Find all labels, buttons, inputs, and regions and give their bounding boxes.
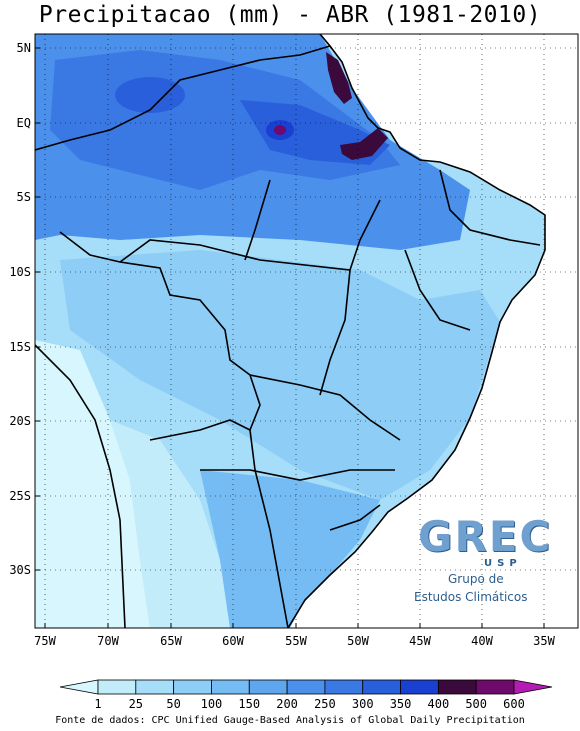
lon-label: 50W [347,634,369,648]
colorbar-swatch [437,679,477,695]
precip-max-coast-north [326,52,352,104]
border-andes [35,344,126,628]
colorbar-level-label: 600 [503,697,525,711]
colorbar-level-label: 100 [201,697,223,711]
lon-label: 70W [97,634,119,648]
colorbar-swatch [97,679,137,695]
precip-max-coast-para [340,128,388,160]
logo-line1: Grupo de [448,572,504,586]
border-interior-5 [404,249,471,331]
grec-logo: GREC USP Grupo de Estudos Climáticos [412,512,562,612]
colorbar-swatch [286,679,326,695]
lon-label: 45W [409,634,431,648]
axis-ticks [35,47,545,628]
border-interior-4 [319,269,351,396]
logo-letters: GREC [418,512,553,561]
lat-label: 25S [9,489,31,503]
colorbar-swatch [211,679,250,695]
colorbar-level-label: 50 [166,697,180,711]
precip-cell-west [115,77,185,113]
border-brazil-west [59,231,289,628]
border-interior-3 [244,179,271,261]
lat-label: 5N [17,41,31,55]
lat-label: 5S [17,190,31,204]
political-borders [35,34,546,628]
colorbar-swatch [475,679,515,695]
border-interior-2 [249,374,401,441]
colorbar-swatch [400,679,439,695]
colorbar-swatch [324,679,364,695]
colorbar-level-label: 150 [238,697,260,711]
colorbar-level-label: 200 [276,697,298,711]
colorbar-level-label: 1 [94,697,101,711]
precipitation-map: 5N EQ 5S 10S 15S 20S 25S 30S 75W 70W 65W… [9,33,579,648]
grid-lines [35,34,578,628]
lat-label: 20S [9,414,31,428]
map-title: Precipitacao (mm) - ABR (1981-2010) [38,2,542,28]
lat-label: 10S [9,265,31,279]
colorbar-swatch [173,679,212,695]
logo-usp: USP [484,558,522,569]
border-interior-7 [329,504,381,531]
precip-zone-southeast [200,470,380,628]
colorbar-level-label: 400 [428,697,450,711]
border-interior-8 [149,419,251,441]
lon-label: 55W [285,634,307,648]
precip-zone-moderate-center [60,250,500,500]
colorbar: 1 25 50 100 150 200 250 300 350 400 500 600 [59,679,553,711]
colorbar-level-label: 25 [129,697,143,711]
colorbar-level-label: 500 [465,697,487,711]
lon-label: 35W [533,634,555,648]
border-interior-9 [439,169,541,246]
colorbar-level-label: 350 [390,697,412,711]
colorbar-swatch [135,679,175,695]
lat-label: 30S [9,563,31,577]
logo-line2: Estudos Climáticos [414,590,528,604]
lon-label: 65W [160,634,182,648]
lon-label: 40W [471,634,493,648]
lat-label: 15S [9,340,31,354]
coastline [287,34,546,628]
lon-label: 60W [222,634,244,648]
precip-peak-amapa [274,125,286,135]
border-interior-1 [119,199,381,271]
precip-zone-light [110,420,230,628]
colorbar-swatch [248,679,288,695]
lat-label: EQ [17,116,31,130]
border-north [35,45,331,151]
colorbar-swatch [362,679,401,695]
colorbar-arrow-low [59,679,99,695]
map-frame [34,33,579,629]
lon-label: 75W [34,634,56,648]
border-interior-6 [200,469,395,481]
colorbar-level-label: 300 [352,697,374,711]
colorbar-level-label: 250 [314,697,336,711]
data-source-note: Fonte de dados: CPC Unified Gauge-Based … [55,715,525,726]
colorbar-arrow-high [513,679,553,695]
